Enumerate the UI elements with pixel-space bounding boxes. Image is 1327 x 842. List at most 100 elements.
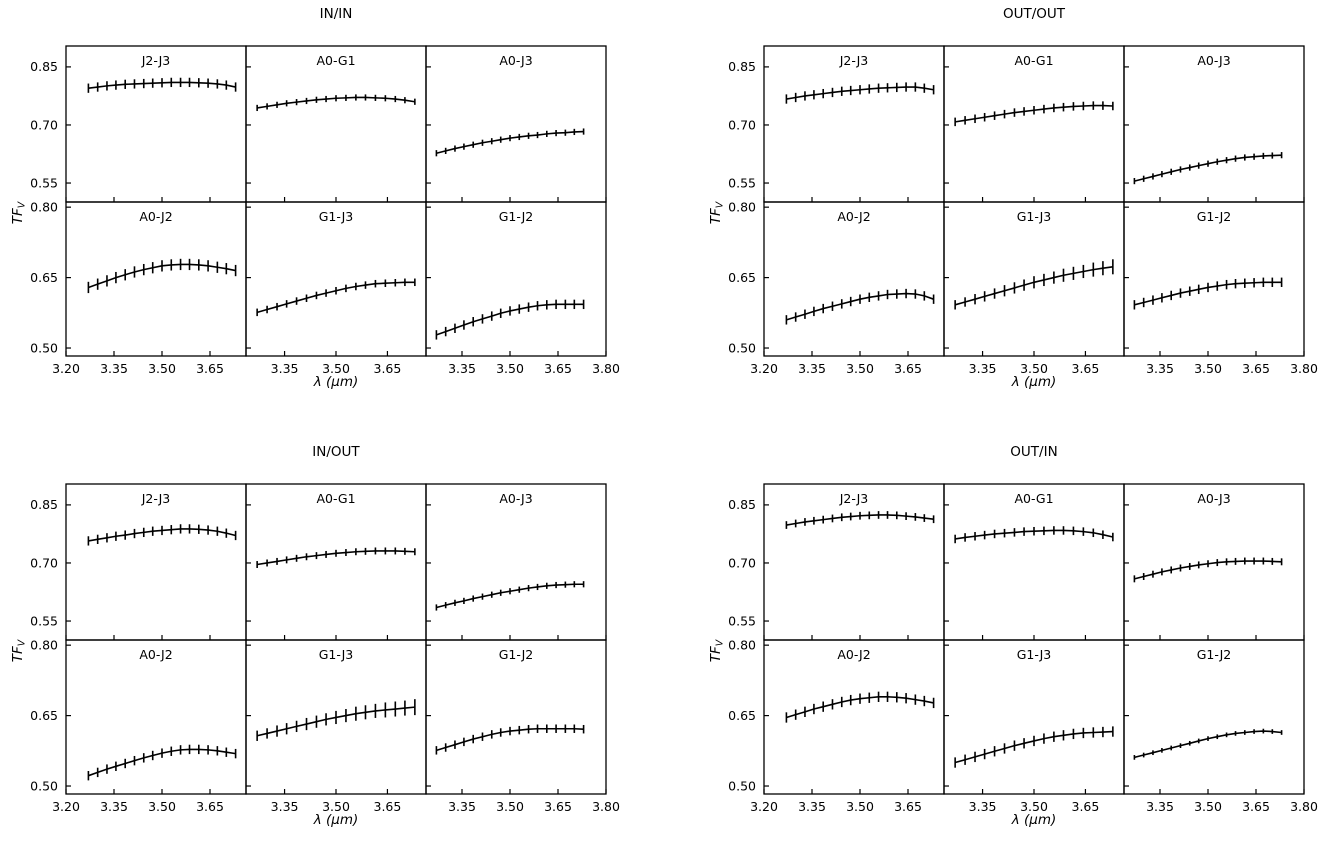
- x-tick-label: 3.50: [846, 799, 874, 814]
- y-tick-label: 0.85: [728, 497, 756, 512]
- data-series-line: [1134, 281, 1282, 306]
- y-tick-label: 0.55: [30, 175, 58, 190]
- data-series-line: [1134, 560, 1282, 580]
- data-series-line: [786, 292, 934, 321]
- x-tick-label: 3.80: [592, 361, 620, 376]
- group-title: IN/IN: [320, 6, 353, 22]
- y-tick-label: 0.70: [728, 117, 756, 132]
- y-tick-label: 0.65: [30, 270, 58, 285]
- x-tick-label: 3.35: [100, 799, 128, 814]
- y-tick-label: 0.55: [728, 613, 756, 628]
- panel-border: [943, 639, 1125, 795]
- plot-group-in-in: IN/IN TFV λ (μm) 0.85 0.70 0.55 J2-J3 A0-G1 A0-J…: [10, 6, 620, 390]
- x-tick-label: 3.50: [1194, 361, 1222, 376]
- panel-label: A0-J2: [139, 209, 172, 224]
- y-tick-label: 0.50: [728, 778, 756, 793]
- group-title: OUT/IN: [1010, 444, 1057, 460]
- panel-label: J2-J3: [141, 53, 171, 68]
- y-tick-label: 0.65: [728, 708, 756, 723]
- x-tick-label: 3.35: [100, 361, 128, 376]
- panel-border: [763, 201, 945, 357]
- y-tick-label: 0.80: [728, 199, 756, 214]
- data-series-line: [954, 730, 1113, 764]
- y-tick-label: 0.80: [728, 637, 756, 652]
- panel-label: A0-J3: [499, 491, 532, 506]
- x-tick-label: 3.50: [322, 799, 350, 814]
- panel-border: [65, 45, 247, 203]
- panel-border: [763, 45, 945, 203]
- x-tick-label: 3.65: [894, 361, 922, 376]
- x-tick-label: 3.65: [894, 799, 922, 814]
- panel-border: [943, 45, 1125, 203]
- data-series-line: [1134, 154, 1282, 182]
- panel-border: [425, 201, 607, 357]
- x-axis-label: λ (μm): [313, 374, 359, 390]
- data-series-line: [88, 263, 236, 289]
- y-tick-label: 0.80: [30, 199, 58, 214]
- x-tick-label: 3.50: [1020, 361, 1048, 376]
- x-tick-label: 3.65: [1072, 799, 1100, 814]
- y-axis-label: TFV: [10, 638, 28, 662]
- group-title: IN/OUT: [312, 444, 360, 460]
- x-axis-label: λ (μm): [313, 812, 359, 828]
- panel-label: J2-J3: [839, 491, 869, 506]
- x-tick-label: 3.65: [374, 361, 402, 376]
- panel-border: [1123, 201, 1305, 357]
- panel-label: A0-G1: [1014, 491, 1053, 506]
- panel-border: [65, 639, 247, 795]
- data-series-line: [436, 727, 584, 752]
- x-tick-label: 3.35: [448, 361, 476, 376]
- y-tick-label: 0.50: [30, 340, 58, 355]
- y-tick-label: 0.50: [728, 340, 756, 355]
- data-series-line: [257, 550, 415, 566]
- x-tick-label: 3.80: [1290, 799, 1318, 814]
- panel-border: [245, 201, 427, 357]
- data-series-line: [256, 281, 415, 314]
- panel-label: A0-G1: [316, 53, 355, 68]
- panel-label: G1-J2: [1197, 209, 1232, 224]
- x-tick-label: 3.35: [969, 799, 997, 814]
- panel-label: G1-J3: [319, 647, 354, 662]
- data-series-line: [436, 303, 584, 336]
- panel-label: A0-J3: [1197, 53, 1230, 68]
- panel-label: J2-J3: [141, 491, 171, 506]
- x-tick-label: 3.35: [271, 799, 299, 814]
- x-tick-label: 3.20: [52, 361, 80, 376]
- y-tick-label: 0.85: [30, 59, 58, 74]
- y-axis-label: TFV: [708, 638, 726, 662]
- x-tick-label: 3.50: [846, 361, 874, 376]
- panel-label: J2-J3: [839, 53, 869, 68]
- data-series-line: [954, 265, 1113, 306]
- panel-border: [425, 45, 607, 203]
- x-tick-label: 3.65: [1242, 799, 1270, 814]
- x-tick-label: 3.50: [1020, 799, 1048, 814]
- x-tick-label: 3.35: [448, 799, 476, 814]
- y-tick-label: 0.80: [30, 637, 58, 652]
- x-tick-label: 3.35: [1146, 361, 1174, 376]
- y-tick-label: 0.70: [30, 555, 58, 570]
- panel-label: G1-J3: [1017, 647, 1052, 662]
- data-series-line: [257, 96, 415, 109]
- panel-label: G1-J2: [499, 209, 534, 224]
- x-tick-label: 3.65: [196, 361, 224, 376]
- panel-border: [245, 45, 427, 203]
- x-tick-label: 3.65: [1242, 361, 1270, 376]
- x-tick-label: 3.65: [196, 799, 224, 814]
- x-tick-label: 3.20: [750, 799, 778, 814]
- data-series-line: [786, 514, 934, 526]
- x-tick-label: 3.65: [1072, 361, 1100, 376]
- y-tick-label: 0.65: [728, 270, 756, 285]
- x-tick-label: 3.20: [52, 799, 80, 814]
- panel-border: [943, 483, 1125, 641]
- panel-border: [425, 639, 607, 795]
- y-tick-label: 0.70: [30, 117, 58, 132]
- data-series-line: [786, 86, 934, 100]
- panel-border: [425, 483, 607, 641]
- panel-border: [763, 639, 945, 795]
- data-series-line: [955, 104, 1113, 123]
- x-tick-label: 3.50: [322, 361, 350, 376]
- data-series-line: [88, 81, 236, 89]
- data-series-line: [1134, 730, 1282, 759]
- panel-label: A0-J2: [837, 647, 870, 662]
